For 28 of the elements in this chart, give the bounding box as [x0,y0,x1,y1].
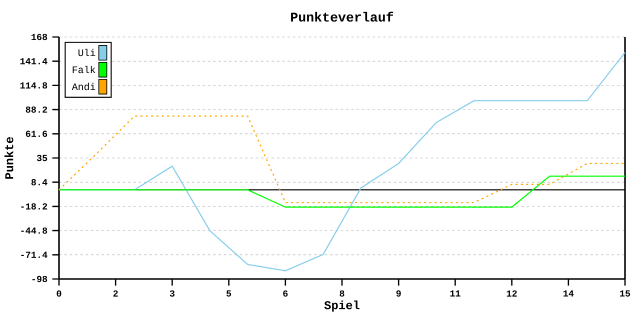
y-tick-label: -44.8 [21,227,48,234]
x-tick-label: 11 [450,290,460,296]
y-tick-label: -71.4 [21,252,48,258]
y-tick-label: 168 [32,34,48,40]
legend-label: Uli [78,48,96,56]
legend-label: Andi [72,82,96,90]
y-tick-label: 8.4 [31,179,48,186]
y-axis-title: Punkte [4,137,14,179]
x-tick-label: 6 [283,290,288,297]
y-tick-label: 114.8 [20,82,48,89]
y-tick-label: -18.2 [21,203,48,210]
y-tick-label: 141.4 [20,58,48,64]
legend-label: Falk [72,66,96,74]
y-tick-label: 61.6 [26,130,48,137]
x-tick-label: 9 [396,290,401,297]
y-tick-label: 35 [36,154,48,162]
x-axis-title: Spiel [324,300,360,312]
y-tick-label: -98 [32,276,48,282]
x-tick-label: 5 [226,290,232,297]
x-tick-label: 14 [563,290,574,296]
x-tick-label: 12 [506,290,517,297]
x-tick-label: 3 [170,290,175,297]
x-tick-label: 0 [56,290,62,297]
x-tick-label: 8 [340,290,344,297]
x-tick-label: 2 [113,290,118,297]
x-tick-label: 15 [620,290,630,297]
chart-title: Punkteverlauf [291,12,394,22]
y-tick-label: 88.2 [26,106,48,113]
